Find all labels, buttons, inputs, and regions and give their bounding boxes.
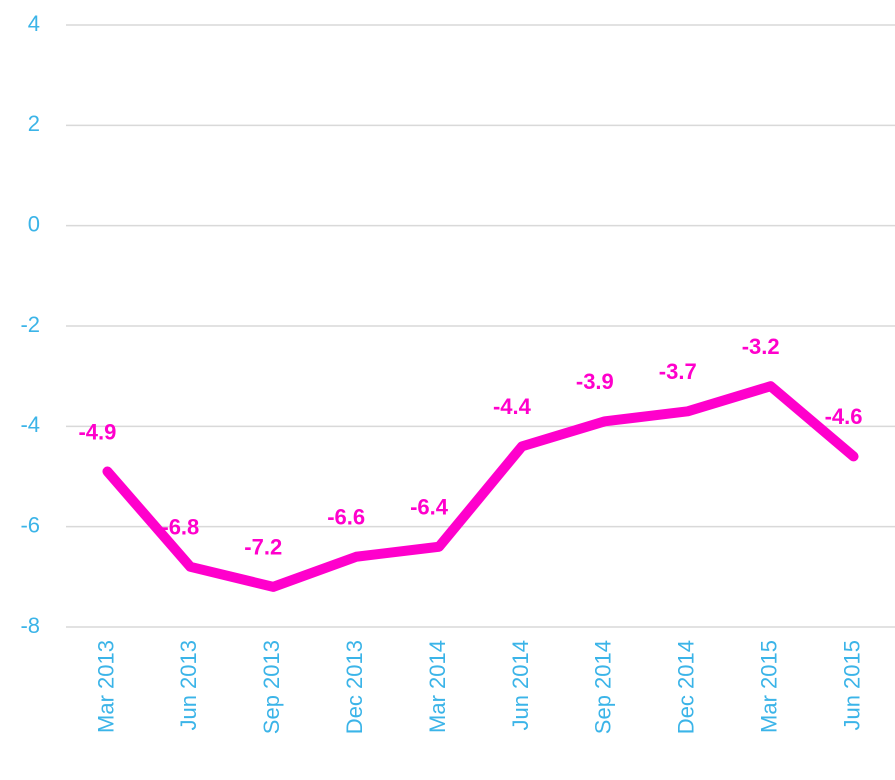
data-label: -6.6 (327, 505, 365, 530)
y-tick-label: 4 (28, 11, 40, 36)
y-tick-label: -4 (20, 412, 40, 437)
data-label: -6.8 (161, 515, 199, 540)
data-label: -6.4 (410, 495, 449, 520)
x-tick-label: Jun 2015 (839, 640, 864, 731)
x-tick-label: Mar 2015 (756, 640, 781, 733)
data-label: -3.7 (659, 359, 697, 384)
data-label: -7.2 (244, 535, 282, 560)
x-tick-label: Mar 2014 (425, 640, 450, 733)
data-label: -4.6 (825, 404, 863, 429)
y-tick-label: 0 (28, 211, 40, 236)
y-tick-label: -6 (20, 512, 40, 537)
y-tick-label: -2 (20, 312, 40, 337)
x-tick-label: Jun 2014 (508, 640, 533, 731)
x-tick-label: Dec 2013 (342, 640, 367, 734)
x-tick-label: Sep 2014 (591, 640, 616, 734)
data-label: -3.9 (576, 369, 614, 394)
data-label: -3.2 (742, 334, 780, 359)
x-tick-label: Jun 2013 (176, 640, 201, 731)
x-tick-label: Dec 2014 (674, 640, 699, 734)
data-line (102, 381, 859, 592)
y-tick-label: -8 (20, 613, 40, 638)
data-label: -4.4 (493, 394, 532, 419)
x-tick-label: Mar 2013 (93, 640, 118, 733)
data-label: -4.9 (78, 419, 116, 444)
x-tick-label: Sep 2013 (259, 640, 284, 734)
y-tick-label: 2 (28, 111, 40, 136)
